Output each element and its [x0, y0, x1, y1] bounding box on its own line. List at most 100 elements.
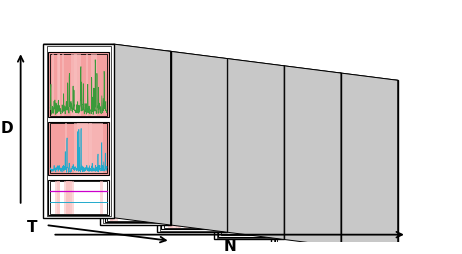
Polygon shape	[314, 83, 321, 145]
Polygon shape	[311, 83, 317, 145]
Polygon shape	[265, 75, 271, 137]
Polygon shape	[188, 68, 191, 130]
Polygon shape	[161, 194, 223, 229]
Polygon shape	[77, 123, 81, 173]
Polygon shape	[201, 68, 208, 130]
Polygon shape	[258, 203, 262, 235]
Polygon shape	[330, 152, 334, 202]
Polygon shape	[353, 160, 356, 210]
Polygon shape	[388, 90, 391, 152]
Polygon shape	[332, 158, 393, 211]
Polygon shape	[328, 210, 332, 243]
Polygon shape	[157, 59, 284, 66]
Polygon shape	[105, 187, 166, 222]
Polygon shape	[244, 203, 249, 235]
Polygon shape	[214, 196, 217, 228]
Polygon shape	[324, 83, 326, 145]
Polygon shape	[57, 54, 61, 116]
Polygon shape	[218, 144, 280, 196]
Polygon shape	[201, 68, 208, 130]
Polygon shape	[67, 181, 70, 214]
Polygon shape	[164, 138, 165, 188]
Polygon shape	[355, 160, 359, 210]
Polygon shape	[196, 138, 197, 188]
Polygon shape	[169, 138, 170, 188]
Polygon shape	[53, 54, 54, 116]
Polygon shape	[164, 68, 168, 130]
Polygon shape	[367, 90, 369, 152]
Polygon shape	[346, 217, 349, 250]
Polygon shape	[282, 152, 289, 202]
Polygon shape	[231, 145, 236, 195]
Polygon shape	[58, 54, 60, 116]
Polygon shape	[244, 145, 250, 195]
Polygon shape	[327, 80, 398, 254]
Polygon shape	[267, 203, 270, 235]
Polygon shape	[356, 90, 363, 152]
Polygon shape	[227, 59, 284, 240]
Polygon shape	[341, 73, 398, 254]
Polygon shape	[381, 90, 383, 152]
Polygon shape	[161, 188, 164, 221]
Polygon shape	[270, 73, 398, 80]
Polygon shape	[332, 88, 393, 153]
Polygon shape	[110, 188, 112, 221]
Polygon shape	[316, 152, 320, 202]
Polygon shape	[91, 54, 97, 116]
Polygon shape	[55, 181, 60, 214]
Polygon shape	[74, 123, 80, 173]
Polygon shape	[275, 151, 336, 204]
Polygon shape	[323, 210, 329, 243]
Polygon shape	[161, 131, 164, 181]
Text: D: D	[1, 121, 13, 136]
Polygon shape	[43, 44, 114, 218]
Polygon shape	[157, 59, 227, 232]
Polygon shape	[189, 68, 192, 130]
Polygon shape	[242, 75, 249, 137]
Polygon shape	[340, 160, 344, 210]
Polygon shape	[201, 68, 204, 130]
Polygon shape	[280, 152, 286, 202]
Polygon shape	[105, 59, 166, 124]
Polygon shape	[100, 181, 103, 214]
Polygon shape	[114, 131, 119, 181]
Polygon shape	[332, 216, 393, 251]
Polygon shape	[279, 83, 280, 145]
Polygon shape	[161, 67, 223, 131]
Polygon shape	[166, 68, 168, 130]
Polygon shape	[375, 90, 378, 152]
Polygon shape	[184, 196, 187, 228]
Polygon shape	[85, 54, 88, 116]
Polygon shape	[218, 74, 280, 139]
Polygon shape	[383, 90, 386, 152]
Polygon shape	[43, 44, 170, 51]
Polygon shape	[201, 196, 203, 228]
Polygon shape	[373, 217, 375, 250]
Polygon shape	[176, 196, 180, 228]
Polygon shape	[301, 210, 303, 243]
Polygon shape	[100, 51, 170, 225]
Polygon shape	[125, 61, 127, 123]
Polygon shape	[65, 123, 67, 173]
Polygon shape	[98, 123, 103, 173]
Polygon shape	[73, 54, 76, 116]
Polygon shape	[57, 181, 61, 214]
Polygon shape	[258, 75, 260, 137]
Polygon shape	[242, 145, 246, 195]
Polygon shape	[146, 131, 148, 181]
Polygon shape	[354, 217, 359, 250]
Polygon shape	[367, 90, 372, 152]
Polygon shape	[194, 138, 198, 188]
Polygon shape	[48, 52, 109, 117]
Polygon shape	[159, 61, 162, 123]
Polygon shape	[280, 83, 282, 145]
Polygon shape	[100, 51, 227, 59]
Polygon shape	[353, 217, 355, 250]
Polygon shape	[262, 75, 268, 137]
Polygon shape	[70, 181, 73, 214]
Polygon shape	[218, 202, 280, 236]
Polygon shape	[170, 196, 176, 228]
Polygon shape	[93, 123, 99, 173]
Polygon shape	[178, 196, 181, 228]
Polygon shape	[86, 123, 91, 173]
